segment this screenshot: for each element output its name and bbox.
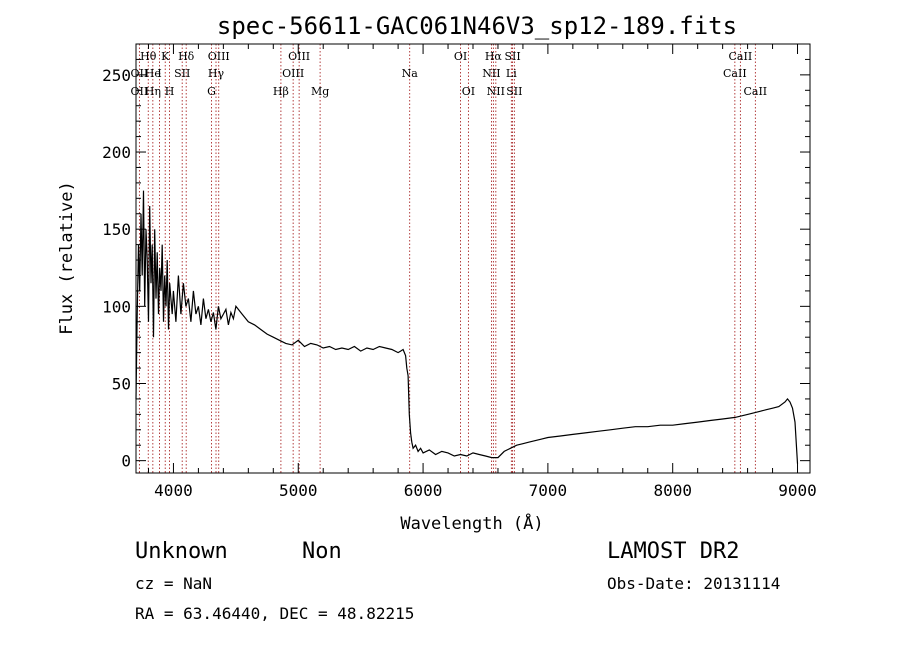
spectral-line-label: K bbox=[161, 50, 170, 63]
spectral-class: Unknown bbox=[135, 539, 228, 564]
ra-dec-coords: RA = 63.46440, DEC = 48.82215 bbox=[135, 604, 414, 623]
spectral-line-label: CaII bbox=[729, 50, 753, 63]
survey-name: LAMOST DR2 bbox=[607, 539, 739, 564]
spectral-line-label: CaII bbox=[723, 67, 747, 80]
x-tick-label: 7000 bbox=[529, 481, 568, 500]
spectral-line-label: OII bbox=[131, 85, 149, 98]
spectral-line-label: OIII bbox=[288, 50, 310, 63]
spectral-line-label: Hα bbox=[485, 50, 503, 63]
spectral-line-label: G bbox=[207, 85, 216, 98]
spectral-line-label: OI bbox=[462, 85, 475, 98]
x-axis: 4000 5000 6000 7000 8000 9000 bbox=[147, 44, 817, 500]
spectral-line-label: SII bbox=[506, 85, 522, 98]
spectral-line-label: Hθ bbox=[140, 50, 157, 63]
y-tick-label: 200 bbox=[102, 143, 131, 162]
spectral-line-label: NII bbox=[487, 85, 505, 98]
y-tick-label: 150 bbox=[102, 220, 131, 239]
spectral-line-label: Mg bbox=[311, 85, 329, 98]
y-tick-label: 250 bbox=[102, 66, 131, 85]
spectral-line-label: OIII bbox=[208, 50, 230, 63]
spectral-line-label: SII bbox=[174, 67, 190, 80]
y-tick-label: 0 bbox=[121, 452, 131, 471]
y-tick-label: 50 bbox=[112, 374, 131, 393]
spectral-line-label: Hβ bbox=[273, 85, 289, 98]
spectral-line-label: NII bbox=[482, 67, 500, 80]
x-tick-label: 4000 bbox=[154, 481, 193, 500]
spectral-line-label: H bbox=[165, 85, 175, 98]
spectral-line-label: SII bbox=[504, 50, 520, 63]
x-tick-label: 9000 bbox=[778, 481, 817, 500]
spectral-subclass: Non bbox=[302, 539, 342, 564]
spectral-line-label: I bbox=[157, 67, 161, 80]
spectral-line-label: Na bbox=[402, 67, 419, 80]
spectrum-line bbox=[135, 190, 799, 464]
marker-lines bbox=[138, 44, 756, 473]
spectral-line-label: Hγ bbox=[208, 67, 225, 80]
x-tick-label: 8000 bbox=[653, 481, 692, 500]
spectral-line-label: Hδ bbox=[178, 50, 195, 63]
y-tick-label: 100 bbox=[102, 297, 131, 316]
spectral-line-label: OII bbox=[131, 67, 149, 80]
spectral-line-label: OI bbox=[454, 50, 467, 63]
observation-date: Obs-Date: 20131114 bbox=[607, 574, 780, 593]
y-axis-label: Flux (relative) bbox=[57, 181, 77, 335]
y-axis: 0 50 100 150 200 250 bbox=[102, 58, 810, 471]
spectral-line-label: Li bbox=[506, 67, 517, 80]
spectral-line-label: OIII bbox=[282, 67, 304, 80]
spectral-line-label: He bbox=[145, 67, 161, 80]
chart-title: spec-56611-GAC061N46V3_sp12-189.fits bbox=[217, 12, 737, 40]
x-axis-label: Wavelength (Å) bbox=[400, 512, 543, 534]
x-tick-label: 6000 bbox=[404, 481, 443, 500]
plot-frame bbox=[135, 43, 811, 474]
spectral-line-label: CaII bbox=[743, 85, 767, 98]
spectral-line-label: Hη bbox=[145, 85, 161, 98]
redshift-cz: cz = NaN bbox=[135, 574, 212, 593]
x-tick-label: 5000 bbox=[279, 481, 318, 500]
